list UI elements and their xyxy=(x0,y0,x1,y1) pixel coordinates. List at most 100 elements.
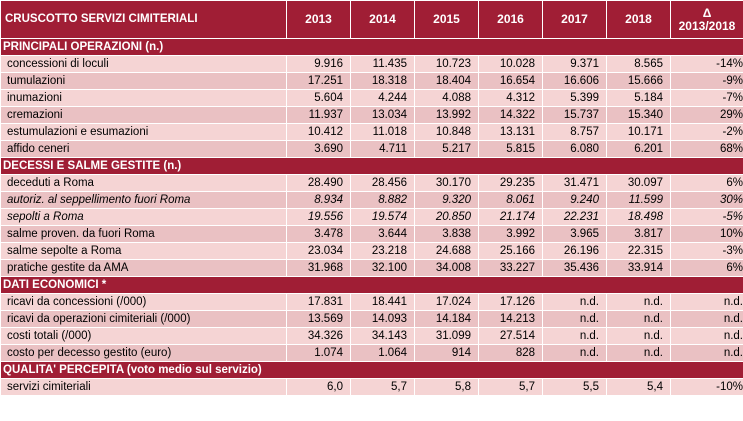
value-cell: n.d. xyxy=(606,293,671,311)
value-cell: 3.478 xyxy=(286,225,351,243)
value-cell: 18.318 xyxy=(350,72,415,90)
value-cell: 33.914 xyxy=(606,259,671,277)
table-row: salme proven. da fuori Roma 3.478 3.644 3.8… xyxy=(0,225,743,243)
value-cell: 14.213 xyxy=(478,310,543,328)
value-cell: 22.315 xyxy=(606,242,671,260)
value-cell: 5,8 xyxy=(414,378,479,396)
delta-cell: -7% xyxy=(670,89,743,107)
value-cell: 1.074 xyxy=(286,344,351,362)
value-cell: 35.436 xyxy=(542,259,607,277)
value-cell: 15.737 xyxy=(542,106,607,124)
value-cell: 3.644 xyxy=(350,225,415,243)
row-label: cremazioni xyxy=(0,106,287,124)
value-cell: 14.322 xyxy=(478,106,543,124)
delta-cell: 10% xyxy=(670,225,743,243)
delta-cell: -9% xyxy=(670,72,743,90)
table-row: estumulazioni e esumazioni 10.412 11.018 10… xyxy=(0,123,743,141)
value-cell: 3.965 xyxy=(542,225,607,243)
value-cell: 30.097 xyxy=(606,174,671,192)
section-title: DATI ECONOMICI * xyxy=(0,276,743,294)
table-row: servizi cimiteriali 6,0 5,7 5,8 5,7 5,5 5,4 -10… xyxy=(0,378,743,396)
section-header-row: DATI ECONOMICI * xyxy=(0,276,743,294)
value-cell: 6.201 xyxy=(606,140,671,158)
value-cell: 16.654 xyxy=(478,72,543,90)
section-header-row: PRINCIPALI OPERAZIONI (n.) xyxy=(0,38,743,56)
value-cell: 14.184 xyxy=(414,310,479,328)
value-cell: 20.850 xyxy=(414,208,479,226)
value-cell: 18.441 xyxy=(350,293,415,311)
value-cell: 13.569 xyxy=(286,310,351,328)
delta-cell: n.d. xyxy=(670,327,743,345)
row-label: deceduti a Roma xyxy=(0,174,287,192)
value-cell: 1.064 xyxy=(350,344,415,362)
table-row: affido ceneri 3.690 4.711 5.217 5.815 6.080 6.… xyxy=(0,140,743,158)
value-cell: 3.838 xyxy=(414,225,479,243)
value-cell: 30.170 xyxy=(414,174,479,192)
value-cell: 8.757 xyxy=(542,123,607,141)
value-cell: 27.514 xyxy=(478,327,543,345)
year-header: 2018 xyxy=(606,0,671,39)
table-row: ricavi da concessioni (/000) 17.831 18.441… xyxy=(0,293,743,311)
value-cell: 9.320 xyxy=(414,191,479,209)
value-cell: 5.184 xyxy=(606,89,671,107)
delta-cell: 68% xyxy=(670,140,743,158)
table-row: costo per decesso gestito (euro) 1.074 1.0… xyxy=(0,344,743,362)
delta-cell: -10% xyxy=(670,378,743,396)
delta-cell: -3% xyxy=(670,242,743,260)
year-header: 2016 xyxy=(478,0,543,39)
value-cell: 5,4 xyxy=(606,378,671,396)
row-label: costo per decesso gestito (euro) xyxy=(0,344,287,362)
table-title: CRUSCOTTO SERVIZI CIMITERIALI xyxy=(0,0,287,39)
table-row: autoriz. al seppellimento fuori Roma 8.93… xyxy=(0,191,743,209)
value-cell: 33.227 xyxy=(478,259,543,277)
row-label: ricavi da operazioni cimiteriali (/000) xyxy=(0,310,287,328)
year-header: 2013 xyxy=(286,0,351,39)
table-row: pratiche gestite da AMA 31.968 32.100 34.00… xyxy=(0,259,743,277)
value-cell: n.d. xyxy=(542,293,607,311)
value-cell: 18.498 xyxy=(606,208,671,226)
row-label: salme sepolte a Roma xyxy=(0,242,287,260)
delta-label: 2013/2018 xyxy=(678,18,736,33)
value-cell: n.d. xyxy=(542,327,607,345)
cruscotto-table: CRUSCOTTO SERVIZI CIMITERIALI 2013 2014 … xyxy=(0,0,743,396)
value-cell: 10.412 xyxy=(286,123,351,141)
value-cell: 31.099 xyxy=(414,327,479,345)
value-cell: 31.471 xyxy=(542,174,607,192)
value-cell: 5.815 xyxy=(478,140,543,158)
row-label: concessioni di loculi xyxy=(0,55,287,73)
value-cell: 17.024 xyxy=(414,293,479,311)
value-cell: 4.244 xyxy=(350,89,415,107)
year-header: 2015 xyxy=(414,0,479,39)
value-cell: 11.435 xyxy=(350,55,415,73)
value-cell: 10.848 xyxy=(414,123,479,141)
value-cell: 14.093 xyxy=(350,310,415,328)
value-cell: 10.028 xyxy=(478,55,543,73)
value-cell: 19.556 xyxy=(286,208,351,226)
table-row: concessioni di loculi 9.916 11.435 10.723 10… xyxy=(0,55,743,73)
value-cell: 8.061 xyxy=(478,191,543,209)
value-cell: 5,7 xyxy=(478,378,543,396)
value-cell: n.d. xyxy=(542,310,607,328)
value-cell: 32.100 xyxy=(350,259,415,277)
section-header-row: DECESSI E SALME GESTITE (n.) xyxy=(0,157,743,175)
row-label: sepolti a Roma xyxy=(0,208,287,226)
value-cell: 17.251 xyxy=(286,72,351,90)
delta-cell: 30% xyxy=(670,191,743,209)
value-cell: 9.240 xyxy=(542,191,607,209)
value-cell: 3.817 xyxy=(606,225,671,243)
year-header: 2017 xyxy=(542,0,607,39)
delta-cell: n.d. xyxy=(670,293,743,311)
value-cell: 34.326 xyxy=(286,327,351,345)
table-body: PRINCIPALI OPERAZIONI (n.) concessioni di… xyxy=(0,38,743,396)
value-cell: 11.937 xyxy=(286,106,351,124)
section-title: QUALITA' PERCEPITA (voto medio sul servi… xyxy=(0,361,743,379)
value-cell: 5.217 xyxy=(414,140,479,158)
value-cell: 19.574 xyxy=(350,208,415,226)
table-row: deceduti a Roma 28.490 28.456 30.170 29.235 3… xyxy=(0,174,743,192)
value-cell: 28.490 xyxy=(286,174,351,192)
delta-cell: 6% xyxy=(670,259,743,277)
table-row: tumulazioni 17.251 18.318 18.404 16.654 16.60… xyxy=(0,72,743,90)
value-cell: n.d. xyxy=(606,327,671,345)
row-label: autoriz. al seppellimento fuori Roma xyxy=(0,191,287,209)
table-row: sepolti a Roma 19.556 19.574 20.850 21.174 22… xyxy=(0,208,743,226)
